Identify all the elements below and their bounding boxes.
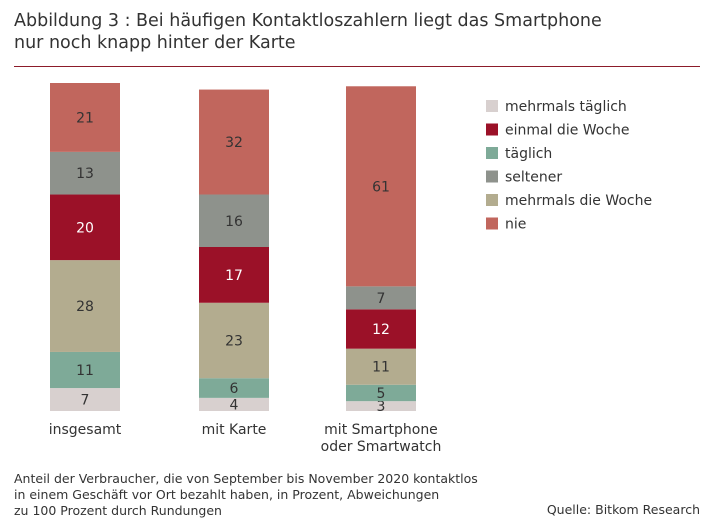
title-divider: [14, 66, 700, 67]
footnote: Anteil der Verbraucher, die von Septembe…: [14, 471, 534, 519]
source-label: Quelle: Bitkom Research: [546, 502, 700, 517]
bar-segment-0-3: [50, 194, 120, 261]
data-label-0-2: 28: [76, 299, 94, 315]
bar-segment-1-4: [199, 194, 269, 247]
footnote-line-2: in einem Geschäft vor Ort bezahlt haben,…: [14, 487, 440, 502]
category-label-0-0: insgesamt: [49, 422, 122, 438]
category-label-2-0: mit Smartphone: [324, 422, 438, 438]
bar-segment-2-5: [346, 86, 416, 287]
bar-segment-1-3: [199, 247, 269, 303]
bar-segment-2-4: [346, 286, 416, 310]
category-label-1-0: mit Karte: [202, 422, 267, 438]
legend-swatch-0: [486, 100, 498, 112]
data-label-1-3: 17: [225, 268, 243, 284]
legend-swatch-5: [486, 217, 498, 230]
legend-label-2: täglich: [505, 146, 552, 162]
legend-swatch-1: [486, 123, 498, 136]
legend-label-3: seltener: [505, 170, 562, 186]
legend-swatch-3: [486, 170, 498, 183]
category-label-2-1: oder Smartwatch: [321, 439, 442, 455]
data-label-2-4: 7: [377, 291, 386, 307]
legend-label-4: mehrmals die Woche: [505, 193, 652, 209]
bar-segment-2-3: [346, 309, 416, 349]
footnote-line-1: Anteil der Verbraucher, die von Septembe…: [14, 471, 478, 486]
bar-segment-2-2: [346, 348, 416, 385]
bar-segment-0-0: [50, 388, 120, 411]
title-line-1: Abbildung 3 : Bei häufigen Kontaktloszah…: [14, 11, 602, 31]
data-label-0-4: 13: [76, 166, 94, 182]
legend-swatch-4: [486, 194, 498, 206]
bar-segment-1-1: [199, 378, 269, 398]
data-label-2-2: 11: [372, 360, 390, 376]
legend-label-0: mehrmals täglich: [505, 99, 627, 115]
data-label-1-1: 6: [230, 381, 239, 397]
data-label-2-5: 61: [372, 179, 390, 195]
data-label-1-5: 32: [225, 135, 243, 151]
data-label-0-1: 11: [76, 363, 94, 379]
title-line-2: nur noch knapp hinter der Karte: [14, 33, 296, 53]
data-label-1-2: 23: [225, 333, 243, 349]
data-label-1-4: 16: [225, 214, 243, 230]
bar-segment-0-4: [50, 151, 120, 195]
bar-segment-1-0: [199, 397, 269, 411]
bar-segment-0-5: [50, 83, 120, 152]
footnote-line-3: zu 100 Prozent durch Rundungen: [14, 503, 222, 518]
bar-segment-2-0: [346, 401, 416, 411]
data-label-2-3: 12: [372, 322, 390, 338]
legend-label-5: nie: [505, 217, 526, 233]
data-label-0-0: 7: [81, 393, 90, 409]
legend-swatch-2: [486, 147, 498, 159]
data-label-0-5: 21: [76, 110, 94, 126]
data-label-1-0: 4: [230, 397, 239, 413]
bar-segment-0-2: [50, 260, 120, 352]
data-label-0-3: 20: [76, 220, 94, 236]
data-label-2-0: 3: [377, 399, 386, 415]
legend-label-1: einmal die Woche: [505, 123, 630, 139]
chart-title: Abbildung 3 : Bei häufigen Kontaktloszah…: [14, 10, 704, 54]
bar-segment-1-2: [199, 302, 269, 379]
data-label-2-1: 5: [377, 386, 386, 402]
bar-segment-1-5: [199, 89, 269, 195]
bar-segment-2-1: [346, 384, 416, 402]
bar-segment-0-1: [50, 351, 120, 389]
